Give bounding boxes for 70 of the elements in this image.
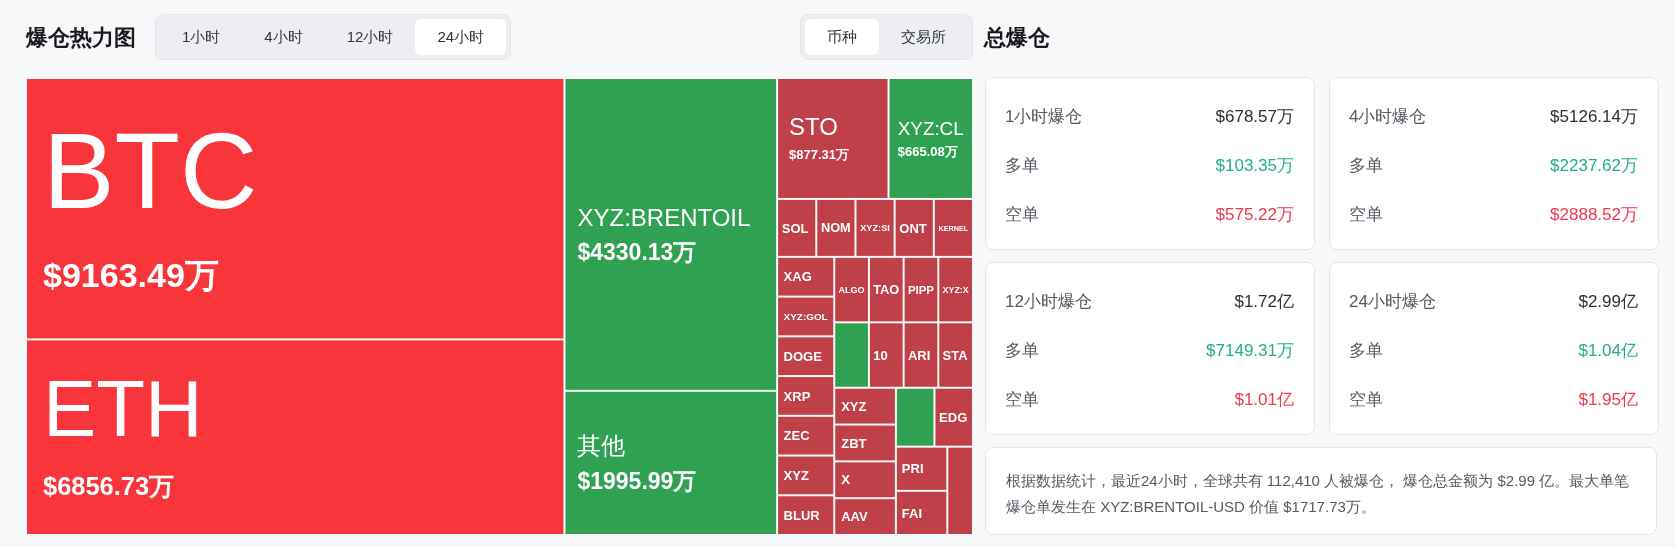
text: 空单 (1005, 204, 1039, 226)
text: $5126.14万 (1550, 106, 1638, 128)
category-label: AAV (841, 509, 869, 525)
category-label: ONT (899, 220, 927, 236)
category-label: DOGE (783, 348, 823, 364)
category-label: TAO (873, 282, 900, 298)
text: $2237.62万 (1550, 155, 1638, 177)
text: $2888.52万 (1550, 204, 1638, 226)
text: 多单 (1349, 155, 1383, 177)
category-label: XRP (783, 388, 811, 404)
text: 4小时 (263, 27, 304, 47)
category-label: SOL (781, 220, 809, 236)
text: 根据数据统计，最近24小时，全球共有 112,410 人被爆仓， 爆仓总金额为 $2.99 亿。最大单笔爆仓单发生在 XYZ:BRENTOIL-USD 价值 $1717.73万。 (985, 447, 1657, 535)
text: $7149.31万 (1206, 340, 1294, 362)
text: 24小时 (415, 19, 507, 55)
data-label: $9163.49万 (43, 255, 219, 294)
category-label: NOM (820, 220, 851, 236)
category-label: ZEC (783, 428, 811, 444)
data-label: $877.31万 (789, 146, 850, 162)
text: 1小时 (181, 27, 222, 47)
category-label: X (841, 472, 851, 488)
text: 币种 (805, 19, 879, 55)
category-label: 其他 (577, 432, 626, 460)
text: $678.57万 (1215, 106, 1294, 128)
category-label: XYZ:SI (860, 223, 890, 234)
text: 12小时 (345, 27, 395, 47)
text: 交易所 (900, 27, 947, 47)
data-label: $6856.73万 (43, 472, 175, 501)
text: 空单 (1005, 389, 1039, 411)
category-label: XAG (783, 269, 812, 285)
category-label: XYZ (841, 398, 867, 414)
text: 爆仓热力图 (26, 25, 136, 51)
text: $103.35万 (1215, 155, 1294, 177)
category-label: XYZ:X (942, 284, 969, 295)
category-label: BLUR (783, 507, 821, 523)
data-label: $665.08万 (897, 144, 958, 159)
text: 总爆仓 (984, 25, 1050, 51)
category-label: STA (942, 347, 969, 363)
category-label: STO (789, 113, 838, 141)
text: 多单 (1005, 155, 1039, 177)
text: $2.99亿 (1578, 291, 1638, 313)
category-label: PRI (901, 461, 924, 477)
text: 1小时爆仓 (1005, 106, 1083, 128)
text: 空单 (1349, 204, 1383, 226)
category-label: 10 (873, 347, 888, 363)
text: $1.04亿 (1578, 340, 1638, 362)
text: $1.95亿 (1578, 389, 1638, 411)
text: 24小时爆仓 (1349, 291, 1436, 313)
text: 多单 (1349, 340, 1383, 362)
category-label: PIPP (907, 283, 935, 296)
category-label: XYZ:BRENTOIL (577, 203, 751, 231)
category-label: ETH (43, 364, 203, 454)
data-label: $1995.99万 (577, 467, 697, 494)
category-label: ARI (907, 347, 931, 363)
text: 12小时爆仓 (1005, 291, 1092, 313)
text: 多单 (1005, 340, 1039, 362)
text: $1.01亿 (1234, 389, 1294, 411)
data-label: $4330.13万 (577, 239, 697, 266)
text: $1.72亿 (1234, 291, 1294, 313)
text: 4小时爆仓 (1349, 106, 1427, 128)
category-label: EDG (939, 409, 968, 425)
category-label: FAI (901, 505, 923, 521)
category-label: BTC (43, 110, 258, 231)
text: $575.22万 (1215, 204, 1294, 226)
category-label: XYZ:GOL (783, 311, 828, 323)
text: 空单 (1349, 389, 1383, 411)
category-label: XYZ:CL (897, 117, 964, 139)
category-label: XYZ (783, 468, 809, 484)
category-label: ZBT (841, 435, 867, 451)
category-label: ALGO (838, 284, 865, 295)
